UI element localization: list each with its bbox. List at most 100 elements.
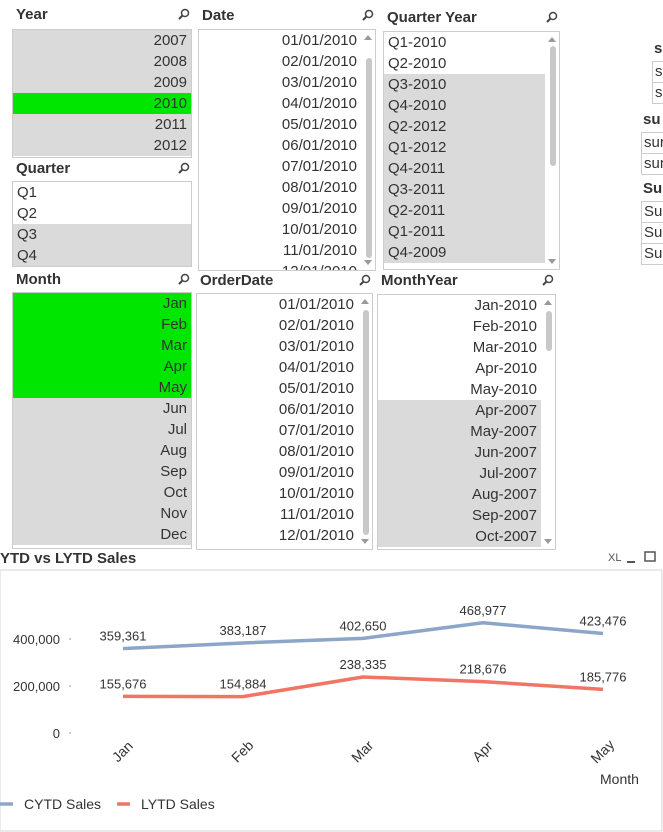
list-item[interactable]: 12/01/2010 [199,261,361,270]
list-item[interactable]: 02/01/2010 [197,315,358,336]
list-item[interactable]: 11/01/2010 [199,240,361,261]
list-item[interactable]: Jul [13,419,191,440]
list-item[interactable]: Oct [13,482,191,503]
list-item[interactable]: 02/01/2010 [199,51,361,72]
list-item[interactable]: Q1-2012 [384,137,545,158]
list-item[interactable]: Q3 [13,224,191,245]
list-item[interactable]: Q2 [13,203,191,224]
search-icon[interactable] [359,273,371,291]
search-icon[interactable] [178,161,190,179]
list-item[interactable]: May-2007 [378,421,541,442]
list-item[interactable]: 09/01/2010 [199,198,361,219]
list-item[interactable]: Mar-2010 [378,337,541,358]
list-item[interactable]: Q4 [13,245,191,266]
list-item[interactable]: Aug [13,440,191,461]
scroll-thumb[interactable] [366,58,372,258]
list-item[interactable]: Sep [13,461,191,482]
list-box-title: Quarter [16,160,71,177]
list-item[interactable]: 2008 [13,51,191,72]
list-item[interactable]: Jan [13,293,191,314]
list-item[interactable]: Apr [13,356,191,377]
list-item[interactable]: 04/01/2010 [197,357,358,378]
list-item[interactable]: Apr-2007 [378,400,541,421]
list-item[interactable]: 12/01/2010 [197,525,358,546]
list-item[interactable]: 03/01/2010 [197,336,358,357]
search-icon[interactable] [546,10,558,28]
list-item[interactable]: Oct-2007 [378,526,541,547]
list-item[interactable]: 2009 [13,72,191,93]
list-item[interactable]: Aug-2007 [378,484,541,505]
list-item[interactable]: 05/01/2010 [197,378,358,399]
scrollbar[interactable] [358,294,372,549]
list-item[interactable]: 11/01/2010 [197,504,358,525]
y-tick-label: 200,000 [13,679,60,694]
search-icon[interactable] [178,272,190,290]
list-item[interactable]: 01/01/2010 [197,294,358,315]
list-item[interactable]: 2010 [13,93,191,114]
scroll-thumb[interactable] [550,46,556,166]
list-item[interactable]: Apr-2010 [378,358,541,379]
list-item[interactable]: 07/01/2010 [199,156,361,177]
series-line [122,675,604,699]
list-item[interactable]: Q1-2010 [384,32,545,53]
list-item[interactable]: 07/01/2010 [197,420,358,441]
scrollbar[interactable] [545,32,559,269]
list-item[interactable]: Feb-2010 [378,316,541,337]
list-item[interactable]: Q4-2009 [384,242,545,263]
list-item[interactable]: Q2-2012 [384,116,545,137]
list-item[interactable]: Nov [13,503,191,524]
list-item[interactable]: Dec [13,524,191,545]
list-box-title: Month [16,271,61,288]
list-item[interactable]: Q3-2010 [384,74,545,95]
cut-off-object: Su Su Su Su [641,180,663,265]
list-item[interactable]: Q4-2011 [384,158,545,179]
list-item[interactable]: Q2-2011 [384,200,545,221]
list-item[interactable]: 06/01/2010 [199,135,361,156]
list-item[interactable]: 06/01/2010 [197,399,358,420]
list-item[interactable]: May [13,377,191,398]
data-label: 154,884 [220,677,267,692]
list-item[interactable]: Q4-2010 [384,95,545,116]
list-item[interactable]: 05/01/2010 [199,114,361,135]
scroll-thumb[interactable] [363,310,369,535]
list-item[interactable]: Jun-2007 [378,442,541,463]
search-icon[interactable] [542,273,554,291]
list-box: MonthYear Jan-2010 Feb-2010 Mar-2010 Apr-201… [377,272,556,550]
list-item[interactable]: 08/01/2010 [199,177,361,198]
list-item[interactable]: Jan-2010 [378,295,541,316]
list-item[interactable]: 04/01/2010 [199,93,361,114]
list-item[interactable]: 09/01/2010 [197,462,358,483]
data-label: 423,476 [580,613,627,628]
list-item[interactable]: 03/01/2010 [199,72,361,93]
list-item[interactable]: 10/01/2010 [197,483,358,504]
list-item[interactable]: Feb [13,314,191,335]
list-item[interactable]: 2011 [13,114,191,135]
list-item[interactable]: 2012 [13,135,191,156]
scrollbar[interactable] [541,295,555,549]
list-box-title: Date [202,7,235,24]
list-item[interactable]: Q1 [13,182,191,203]
y-tick-label: 400,000 [13,632,60,647]
chart: YTD vs LYTD Sales XL Month 0 200,000 400,0… [0,550,663,832]
list-item[interactable]: Jun [13,398,191,419]
list-item[interactable]: May-2010 [378,379,541,400]
xl-button[interactable]: XL [608,552,621,564]
scroll-thumb[interactable] [546,311,552,351]
object-row: su [652,82,663,104]
list-item[interactable]: Jul-2007 [378,463,541,484]
list-item[interactable]: 10/01/2010 [199,219,361,240]
search-icon[interactable] [178,7,190,25]
list-item[interactable]: Q1-2011 [384,221,545,242]
list-item[interactable]: Q3-2011 [384,179,545,200]
list-item[interactable]: 2007 [13,30,191,51]
scrollbar[interactable] [361,30,375,270]
list-item[interactable]: Q2-2010 [384,53,545,74]
maximize-button[interactable] [644,551,656,562]
list-area: Jan-2010 Feb-2010 Mar-2010 Apr-2010 May-2010… [377,294,556,550]
object-row: sur [641,153,663,175]
list-item[interactable]: 01/01/2010 [199,30,361,51]
list-item[interactable]: Mar [13,335,191,356]
search-icon[interactable] [362,8,374,26]
list-item[interactable]: 08/01/2010 [197,441,358,462]
list-item[interactable]: Sep-2007 [378,505,541,526]
